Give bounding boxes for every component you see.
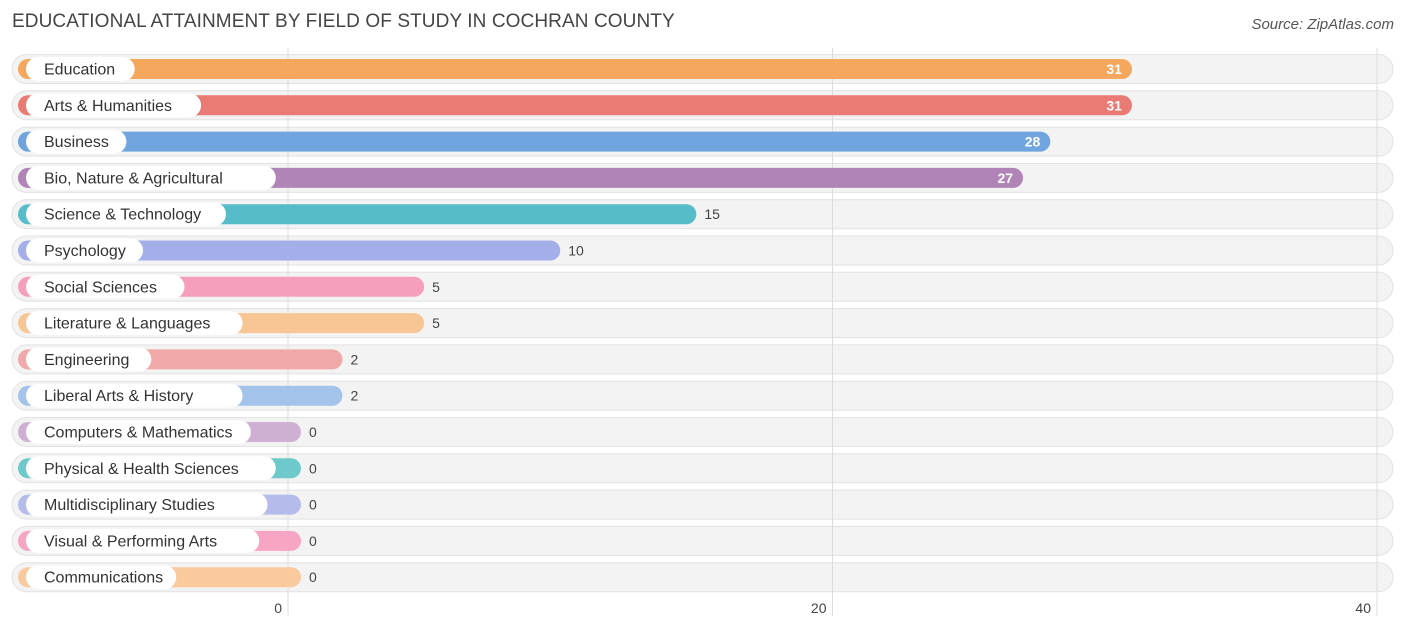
category-label-background — [26, 57, 135, 81]
category-label: Education — [44, 62, 115, 79]
bar — [18, 95, 1132, 116]
category-label: Visual & Performing Arts — [44, 533, 217, 550]
category-label: Physical & Health Sciences — [44, 461, 239, 478]
category-label: Bio, Nature & Agricultural — [44, 170, 223, 187]
row-background — [11, 453, 1394, 484]
category-label: Literature & Languages — [44, 316, 210, 333]
row-background — [11, 417, 1394, 447]
category-label-background — [26, 202, 226, 227]
category-label: Arts & Humanities — [44, 98, 172, 115]
value-label: 0 — [309, 460, 317, 476]
category-label-background — [26, 274, 185, 299]
category-label: Multidisciplinary Studies — [44, 497, 215, 514]
category-label-background — [26, 565, 177, 590]
value-label: 5 — [432, 315, 440, 331]
source-credit: Source: ZipAtlas.com — [1251, 16, 1394, 33]
category-label-background — [26, 420, 251, 444]
value-label: 15 — [704, 206, 720, 222]
x-tick-label: 20 — [811, 600, 827, 616]
category-label: Communications — [44, 570, 163, 587]
category-label: Social Sciences — [44, 279, 157, 296]
category-label: Science & Technology — [44, 207, 201, 224]
value-label: 31 — [1106, 61, 1122, 77]
value-label: 0 — [309, 569, 317, 585]
category-label-background — [26, 383, 243, 408]
category-label-background — [26, 492, 268, 517]
value-label: 2 — [350, 351, 358, 367]
category-label-background — [26, 93, 202, 118]
category-label: Business — [44, 134, 109, 151]
x-tick-label: 40 — [1355, 600, 1371, 616]
bar — [18, 131, 1051, 152]
category-label: Liberal Arts & History — [44, 388, 193, 405]
category-label-background — [26, 456, 276, 481]
value-label: 5 — [432, 279, 440, 295]
category-label-background — [26, 347, 152, 372]
value-label: 31 — [1106, 97, 1122, 113]
row-background — [11, 344, 1394, 375]
row-background — [11, 489, 1394, 520]
category-label: Psychology — [44, 243, 126, 260]
value-label: 28 — [1025, 134, 1041, 150]
category-label-background — [26, 165, 276, 190]
row-background — [11, 525, 1394, 556]
value-label: 0 — [309, 497, 317, 513]
category-label-background — [26, 311, 243, 336]
bar — [18, 59, 1132, 79]
x-tick-label: 0 — [274, 600, 282, 616]
value-label: 2 — [350, 388, 358, 404]
category-label: Engineering — [44, 352, 129, 369]
category-label-background — [26, 129, 127, 154]
bar — [18, 240, 561, 261]
row-background — [11, 562, 1394, 593]
chart-title: EDUCATIONAL ATTAINMENT BY FIELD OF STUDY… — [12, 11, 675, 32]
category-label-background — [26, 528, 260, 553]
value-label: 0 — [309, 533, 317, 549]
value-label: 0 — [309, 424, 317, 440]
category-label: Computers & Mathematics — [44, 425, 233, 442]
row-background — [11, 380, 1394, 411]
value-label: 27 — [997, 170, 1013, 186]
value-label: 10 — [568, 243, 584, 259]
category-label-background — [26, 238, 143, 263]
